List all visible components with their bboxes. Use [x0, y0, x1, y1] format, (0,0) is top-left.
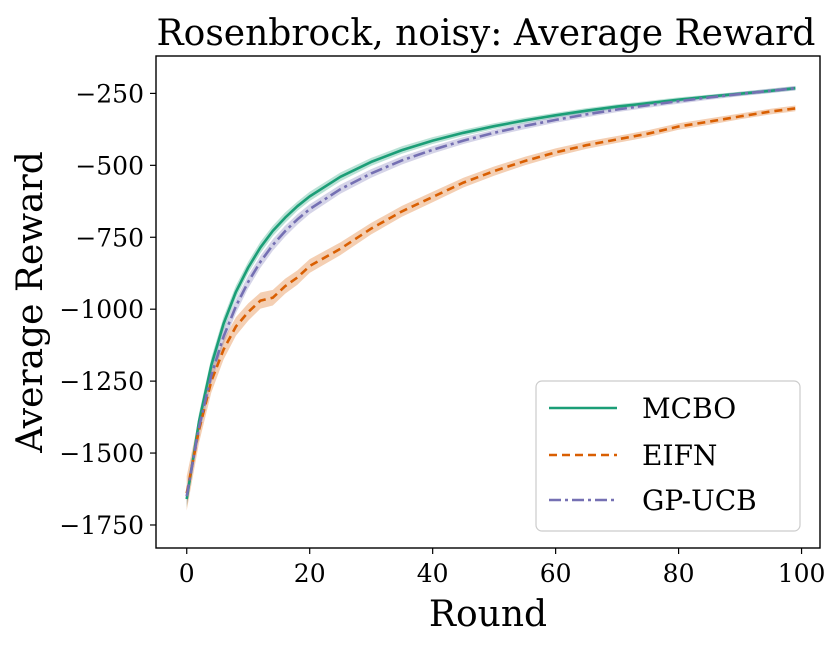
legend: MCBO EIFN GP-UCB [535, 380, 801, 532]
legend-label-eifn: EIFN [642, 439, 717, 472]
series-line-eifn [185, 107, 796, 494]
legend-label-gp-ucb: GP-UCB [642, 484, 757, 517]
x-tick-label: 40 [417, 559, 449, 588]
y-tick-label: −1500 [59, 439, 144, 468]
y-tick-label: −1750 [59, 511, 144, 540]
series-line-mcbo [185, 86, 796, 500]
x-tick-label: 0 [179, 559, 195, 588]
y-axis-label: Average Reward [10, 151, 51, 454]
chart-title: Rosenbrock, noisy: Average Reward [157, 13, 816, 54]
x-tick-label: 100 [778, 559, 826, 588]
legend-label-mcbo: MCBO [642, 392, 736, 425]
x-tick-label: 80 [663, 559, 695, 588]
x-tick-label: 60 [540, 559, 572, 588]
x-axis-label: Round [429, 594, 547, 635]
y-tick-label: −750 [75, 223, 144, 252]
series-line-gp-ucb [185, 86, 796, 497]
y-tick-label: −500 [75, 151, 144, 180]
plot-frame [155, 55, 821, 549]
legend-box [535, 380, 801, 532]
x-axis: 0 20 40 60 80 100 [179, 548, 826, 588]
y-tick-label: −250 [75, 79, 144, 108]
y-tick-label: −1250 [59, 367, 144, 396]
plot-area [185, 85, 796, 511]
y-axis: −250 −500 −750 −1000 −1250 −1500 −1750 [59, 79, 156, 540]
y-tick-label: −1000 [59, 295, 144, 324]
x-tick-label: 20 [294, 559, 326, 588]
